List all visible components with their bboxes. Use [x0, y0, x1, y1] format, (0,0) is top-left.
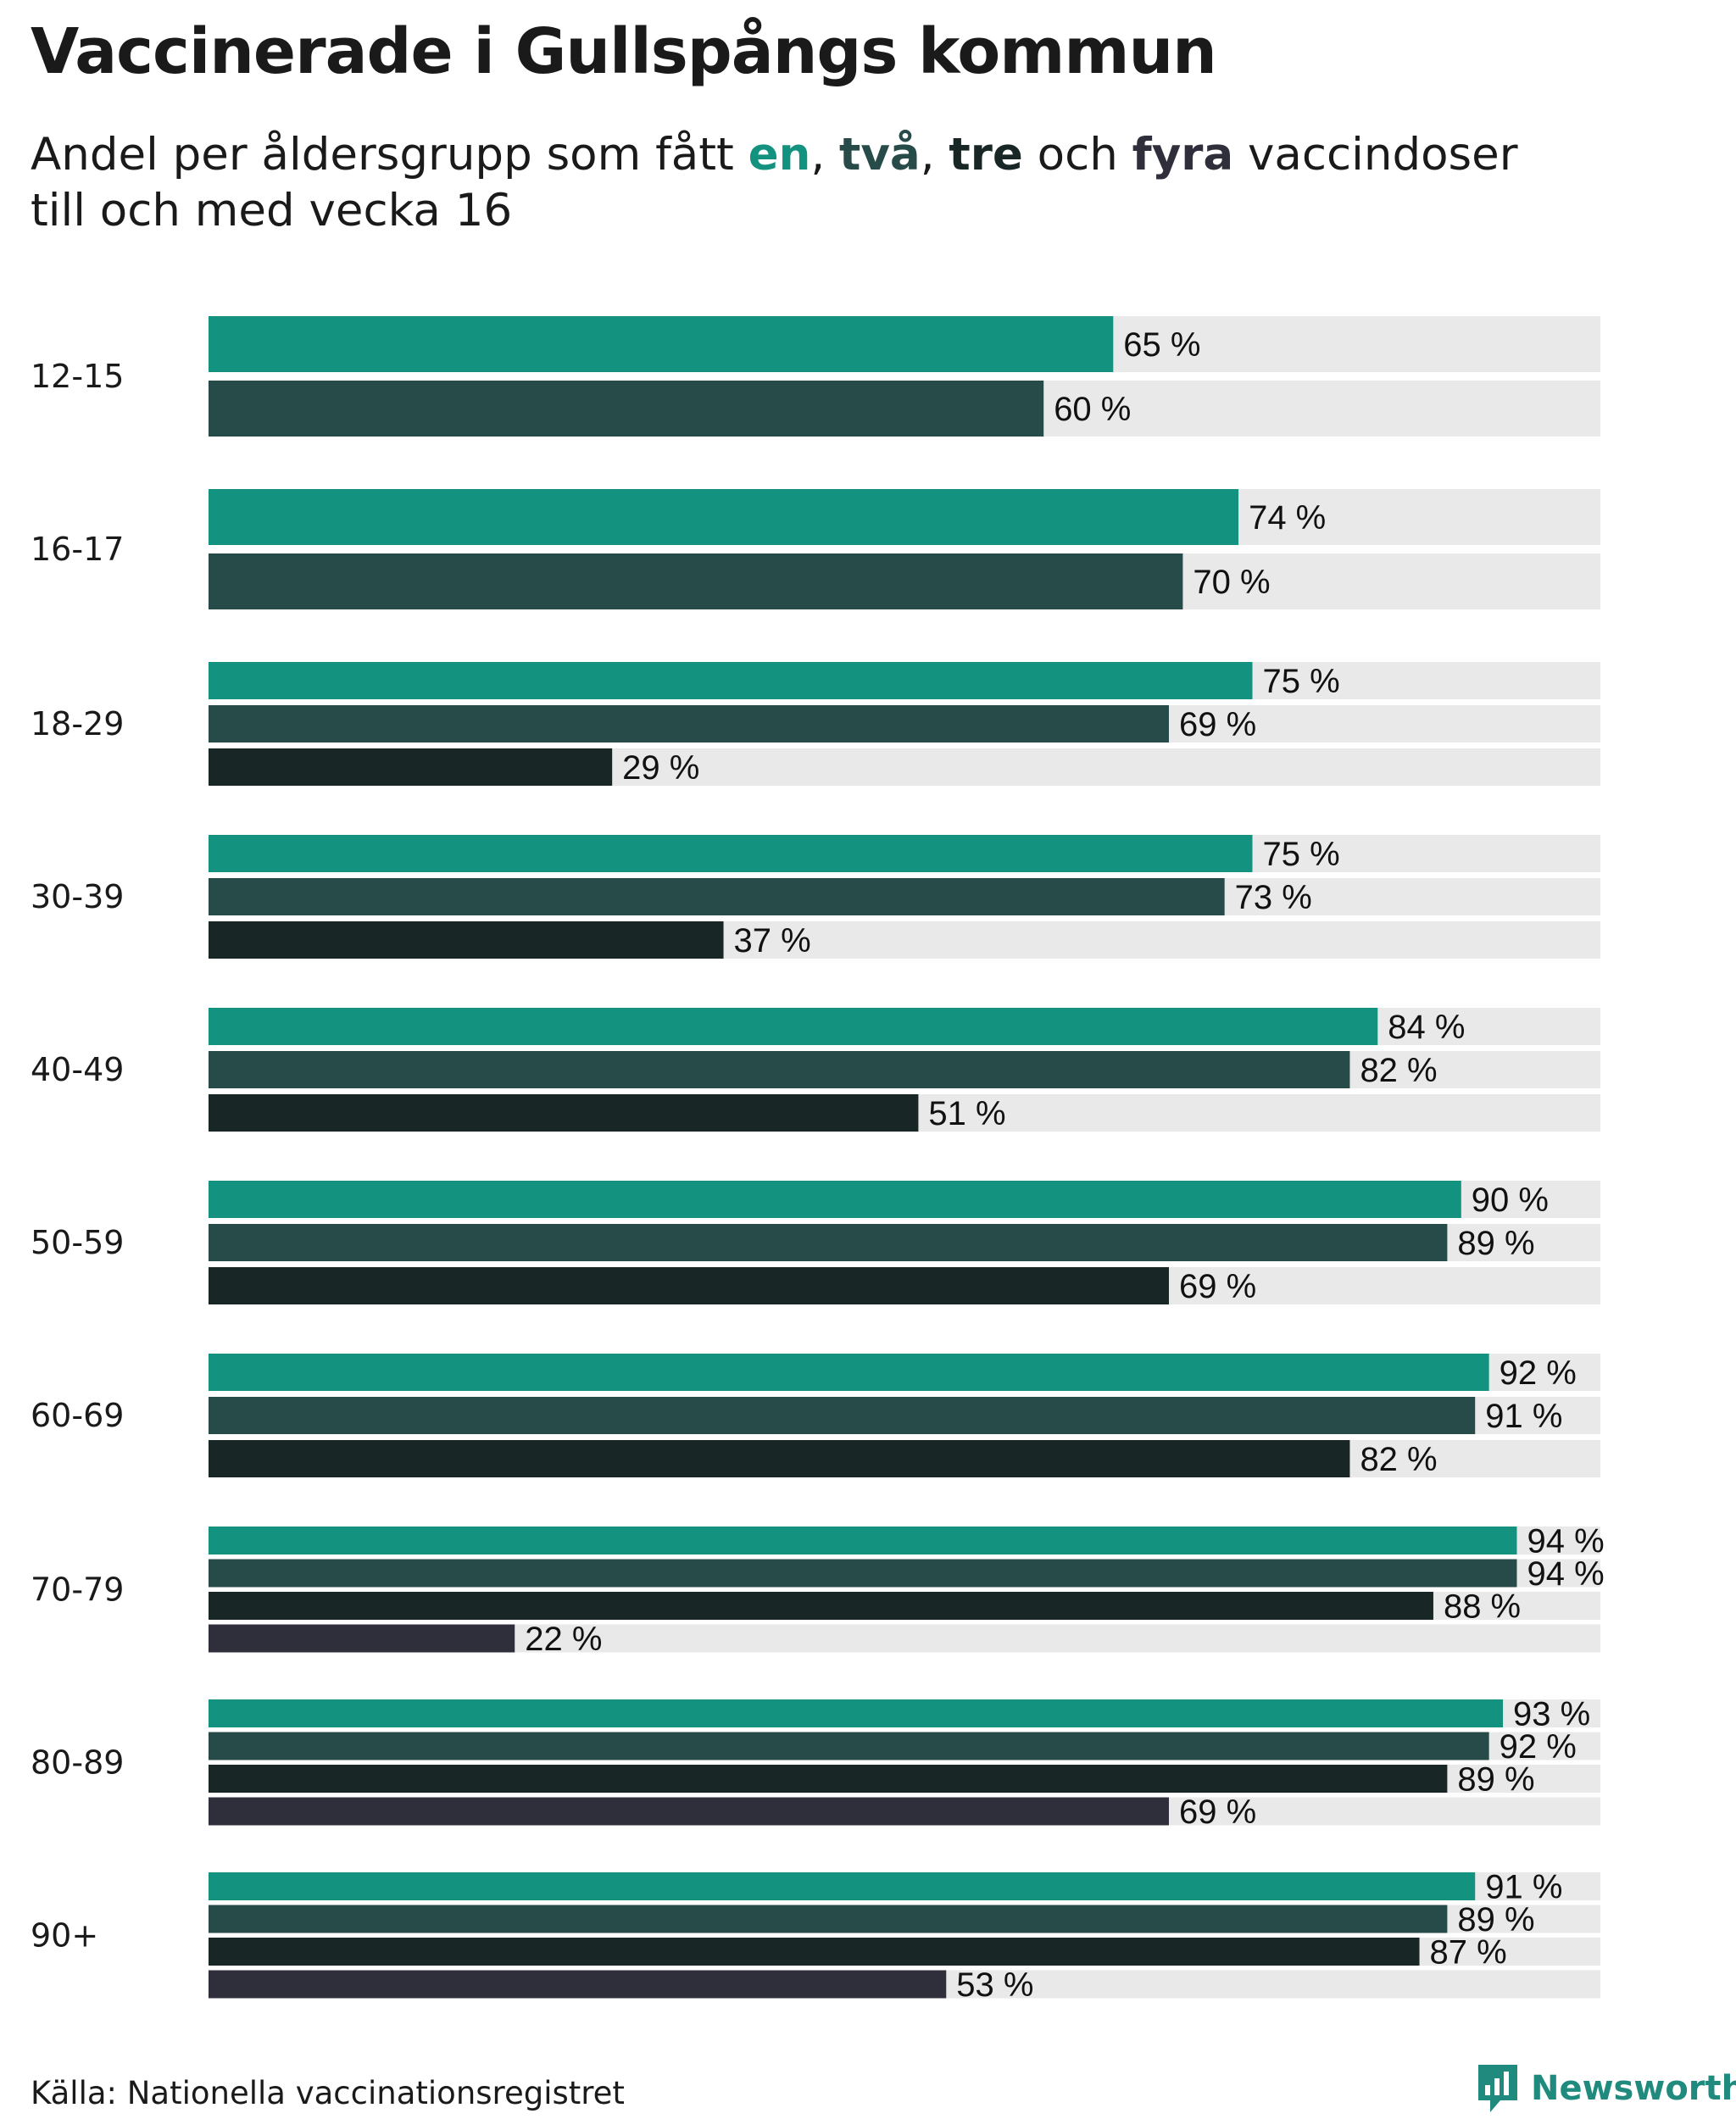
bar-två: [209, 381, 1044, 437]
data-label: 82 %: [1360, 1052, 1437, 1089]
data-label: 69 %: [1179, 1794, 1256, 1831]
data-label: 92 %: [1500, 1354, 1577, 1392]
bar-tre: [209, 921, 724, 959]
data-label: 75 %: [1263, 836, 1340, 873]
bar-en: [209, 662, 1253, 699]
age-group-label: 90+: [31, 1916, 98, 1954]
data-label: 90 %: [1472, 1182, 1549, 1219]
bar-tre: [209, 1592, 1433, 1620]
subtitle-sep-2: ,: [920, 129, 949, 181]
bar-en: [209, 1872, 1476, 1900]
bar-fyra: [209, 1970, 947, 1999]
age-group-label: 16-17: [31, 531, 124, 568]
bar-fyra: [209, 1624, 515, 1653]
bar-två: [209, 1397, 1476, 1434]
bar-tre: [209, 1938, 1420, 1966]
data-label: 94 %: [1527, 1523, 1604, 1560]
age-group-label: 12-15: [31, 358, 124, 395]
data-label: 92 %: [1500, 1728, 1577, 1766]
data-label: 91 %: [1485, 1398, 1562, 1435]
legend-dose-3: tre: [949, 129, 1023, 181]
bar-en: [209, 835, 1253, 872]
logo-text: Newsworthy: [1531, 2069, 1736, 2108]
data-label: 89 %: [1457, 1761, 1534, 1799]
bar-tre: [209, 1440, 1350, 1477]
age-group-label: 18-29: [31, 705, 124, 742]
bar-två: [209, 705, 1169, 742]
bar-två: [209, 878, 1225, 915]
bar-två: [209, 1732, 1489, 1760]
bar-tre: [209, 1094, 919, 1132]
data-label: 70 %: [1193, 564, 1270, 601]
age-group-label: 60-69: [31, 1397, 124, 1434]
bar-tre: [209, 748, 613, 786]
bar-en: [209, 1181, 1461, 1218]
data-label: 69 %: [1179, 1268, 1256, 1305]
age-group-label: 70-79: [31, 1571, 124, 1608]
subtitle-sep-1: ,: [810, 129, 840, 181]
bar-tre: [209, 1267, 1169, 1304]
data-label: 89 %: [1457, 1225, 1534, 1262]
bar-tre: [209, 1765, 1448, 1793]
age-group-label: 50-59: [31, 1224, 124, 1261]
data-label: 89 %: [1457, 1901, 1534, 1938]
subtitle-prefix: Andel per åldersgrupp som fått: [31, 129, 748, 181]
bar-två: [209, 1051, 1350, 1088]
newsworthy-logo: Newsworthy: [1475, 2063, 1736, 2114]
bar-två: [209, 1905, 1448, 1933]
legend-dose-1: en: [748, 129, 811, 181]
legend-dose-4: fyra: [1132, 129, 1234, 181]
bar-en: [209, 1354, 1489, 1391]
bar-en: [209, 1008, 1378, 1045]
source-note: Källa: Nationella vaccinationsregistret: [31, 2075, 625, 2111]
subtitle-suffix: vaccindoser: [1233, 129, 1518, 181]
legend-dose-2: två: [839, 129, 921, 181]
bar-en: [209, 1699, 1504, 1727]
data-label: 75 %: [1263, 663, 1340, 700]
subtitle-line-2: till och med vecka 16: [31, 185, 513, 236]
data-label: 53 %: [956, 1966, 1033, 2004]
bar-fyra: [209, 1797, 1169, 1826]
newsworthy-logo-icon: [1478, 2065, 1517, 2112]
data-label: 69 %: [1179, 706, 1256, 743]
data-label: 84 %: [1388, 1009, 1465, 1046]
data-label: 22 %: [525, 1621, 602, 1658]
age-group-label: 80-89: [31, 1744, 124, 1781]
data-label: 37 %: [734, 922, 811, 959]
bar-en: [209, 316, 1114, 372]
data-label: 88 %: [1444, 1588, 1521, 1626]
subtitle-mid: och: [1022, 129, 1132, 181]
bar-en: [209, 1527, 1517, 1554]
data-label: 94 %: [1527, 1555, 1604, 1593]
chart-title: Vaccinerade i Gullspångs kommun: [31, 15, 1217, 88]
data-label: 51 %: [928, 1095, 1005, 1132]
bar-två: [209, 1559, 1517, 1588]
bar-två: [209, 553, 1183, 609]
data-label: 74 %: [1249, 499, 1326, 537]
data-label: 73 %: [1235, 879, 1312, 916]
data-label: 65 %: [1123, 326, 1200, 364]
age-group-label: 30-39: [31, 878, 124, 915]
data-label: 82 %: [1360, 1441, 1437, 1478]
chart-subtitle: Andel per åldersgrupp som fått en, två, …: [31, 127, 1556, 239]
age-group-label: 40-49: [31, 1051, 124, 1088]
data-label: 87 %: [1430, 1934, 1507, 1972]
bar-två: [209, 1224, 1448, 1261]
data-label: 91 %: [1485, 1869, 1562, 1906]
data-label: 29 %: [622, 749, 699, 787]
data-label: 93 %: [1513, 1696, 1590, 1733]
data-label: 60 %: [1054, 391, 1131, 428]
bar-en: [209, 489, 1239, 545]
